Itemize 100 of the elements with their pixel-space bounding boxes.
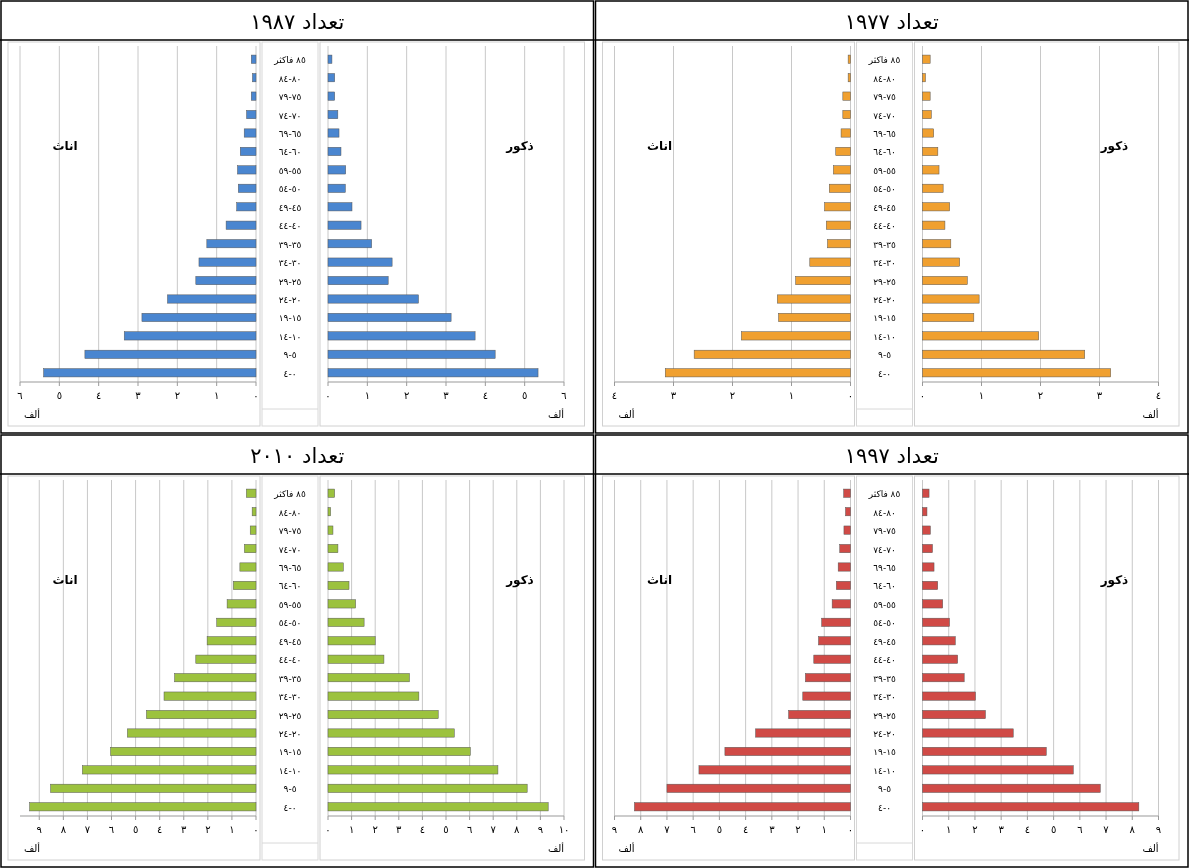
bar — [226, 599, 257, 609]
bar — [922, 276, 968, 285]
bar — [922, 654, 958, 664]
bar — [922, 765, 1074, 775]
bar — [741, 331, 851, 341]
bar — [922, 110, 932, 119]
bar — [327, 257, 393, 267]
category: ١٠-١٤ — [278, 765, 302, 776]
bar — [922, 802, 1140, 812]
bar — [146, 710, 257, 719]
bar — [327, 544, 339, 553]
category: ٠-٤ — [878, 802, 891, 813]
bar — [922, 636, 956, 646]
xtick: ٤ — [611, 390, 618, 401]
xlabel: ألف — [23, 409, 41, 420]
bar — [327, 507, 331, 517]
xtick: ٦ — [17, 390, 23, 401]
xtick: ٥ — [132, 824, 139, 835]
bar — [195, 654, 257, 664]
category: ٨٥ فاكثر — [274, 489, 306, 500]
title: تعداد ١٩٧٧ — [844, 10, 939, 34]
bar — [922, 183, 944, 193]
series-name: ذكور — [1100, 138, 1129, 153]
xtick: ٥ — [443, 824, 449, 835]
bar — [174, 673, 257, 683]
bar — [802, 691, 851, 701]
bar — [327, 654, 385, 664]
bar — [821, 617, 851, 627]
category: ٧٥-٧٩ — [278, 526, 302, 537]
xtick: ٣ — [670, 390, 677, 401]
xtick: ٥ — [522, 390, 528, 401]
title: تعداد ٢٠١٠ — [250, 444, 345, 468]
bar — [843, 525, 851, 535]
xtick: ٤ — [482, 390, 488, 401]
category: ٢٠-٢٤ — [278, 295, 302, 305]
category: ٦٥-٦٩ — [873, 563, 896, 573]
series-name: اناث — [646, 572, 673, 587]
bar — [327, 294, 419, 304]
bar — [327, 276, 389, 285]
bar — [922, 747, 1047, 756]
xtick: ٣ — [769, 824, 775, 835]
bar — [127, 728, 257, 738]
bar — [922, 488, 930, 498]
xtick: ٨ — [638, 824, 644, 835]
category: ٨٠-٨٤ — [278, 73, 302, 84]
xtick: ٠ — [253, 390, 259, 401]
bar — [252, 73, 257, 83]
category: ٨٠-٨٤ — [278, 507, 302, 518]
bar — [835, 147, 851, 156]
bar — [327, 239, 372, 249]
category: ٣٠-٣٤ — [278, 692, 302, 703]
bar — [327, 691, 420, 701]
bar — [206, 636, 257, 646]
xtick: ٣ — [998, 824, 1004, 835]
xtick: ٠ — [919, 824, 926, 835]
xtick: ٧ — [664, 824, 670, 835]
bar — [327, 128, 340, 138]
bar — [240, 147, 257, 156]
bar — [847, 73, 851, 83]
category: ٧٠-٧٤ — [873, 110, 896, 121]
xtick: ٤ — [96, 390, 102, 401]
category: ٧٥-٧٩ — [873, 92, 896, 103]
bar — [818, 636, 851, 646]
xtick: ٥ — [1050, 824, 1057, 835]
bar — [327, 636, 376, 646]
bar — [778, 313, 851, 322]
category: ٥٥-٥٩ — [278, 165, 302, 176]
bar — [239, 562, 257, 572]
bar — [327, 73, 335, 83]
xtick: ٩ — [36, 824, 42, 835]
bar — [698, 765, 851, 775]
bar — [666, 783, 851, 793]
xlabel: ألف — [23, 843, 41, 854]
category: ٢٠-٢٤ — [873, 295, 896, 305]
bar — [327, 220, 362, 230]
category: ٥-٩ — [878, 350, 891, 361]
category: ٧٥-٧٩ — [278, 92, 302, 103]
series-name: اناث — [52, 572, 78, 587]
bar — [664, 368, 851, 378]
category: ٢٥-٢٩ — [873, 710, 896, 721]
bar — [327, 673, 410, 683]
bar — [831, 599, 851, 609]
category: ٤٠-٤٤ — [278, 221, 302, 232]
xtick: ٧ — [84, 824, 91, 835]
xtick: ٤ — [419, 824, 426, 835]
bar — [777, 294, 851, 304]
bar — [922, 202, 950, 212]
category: ٥٥-٥٩ — [873, 165, 896, 176]
xtick: ٢ — [1037, 390, 1044, 401]
bar — [327, 525, 334, 535]
category: ٤٠-٤٤ — [873, 221, 896, 232]
category: ٥-٩ — [283, 350, 297, 361]
category: ٤٠-٤٤ — [278, 655, 302, 666]
bar — [246, 488, 257, 498]
category: ٨٠-٨٤ — [873, 73, 896, 84]
bar — [837, 562, 851, 572]
bar — [236, 202, 257, 212]
category: ٨٠-٨٤ — [873, 507, 896, 518]
bar — [167, 294, 257, 304]
xtick: ٤ — [1024, 824, 1031, 835]
